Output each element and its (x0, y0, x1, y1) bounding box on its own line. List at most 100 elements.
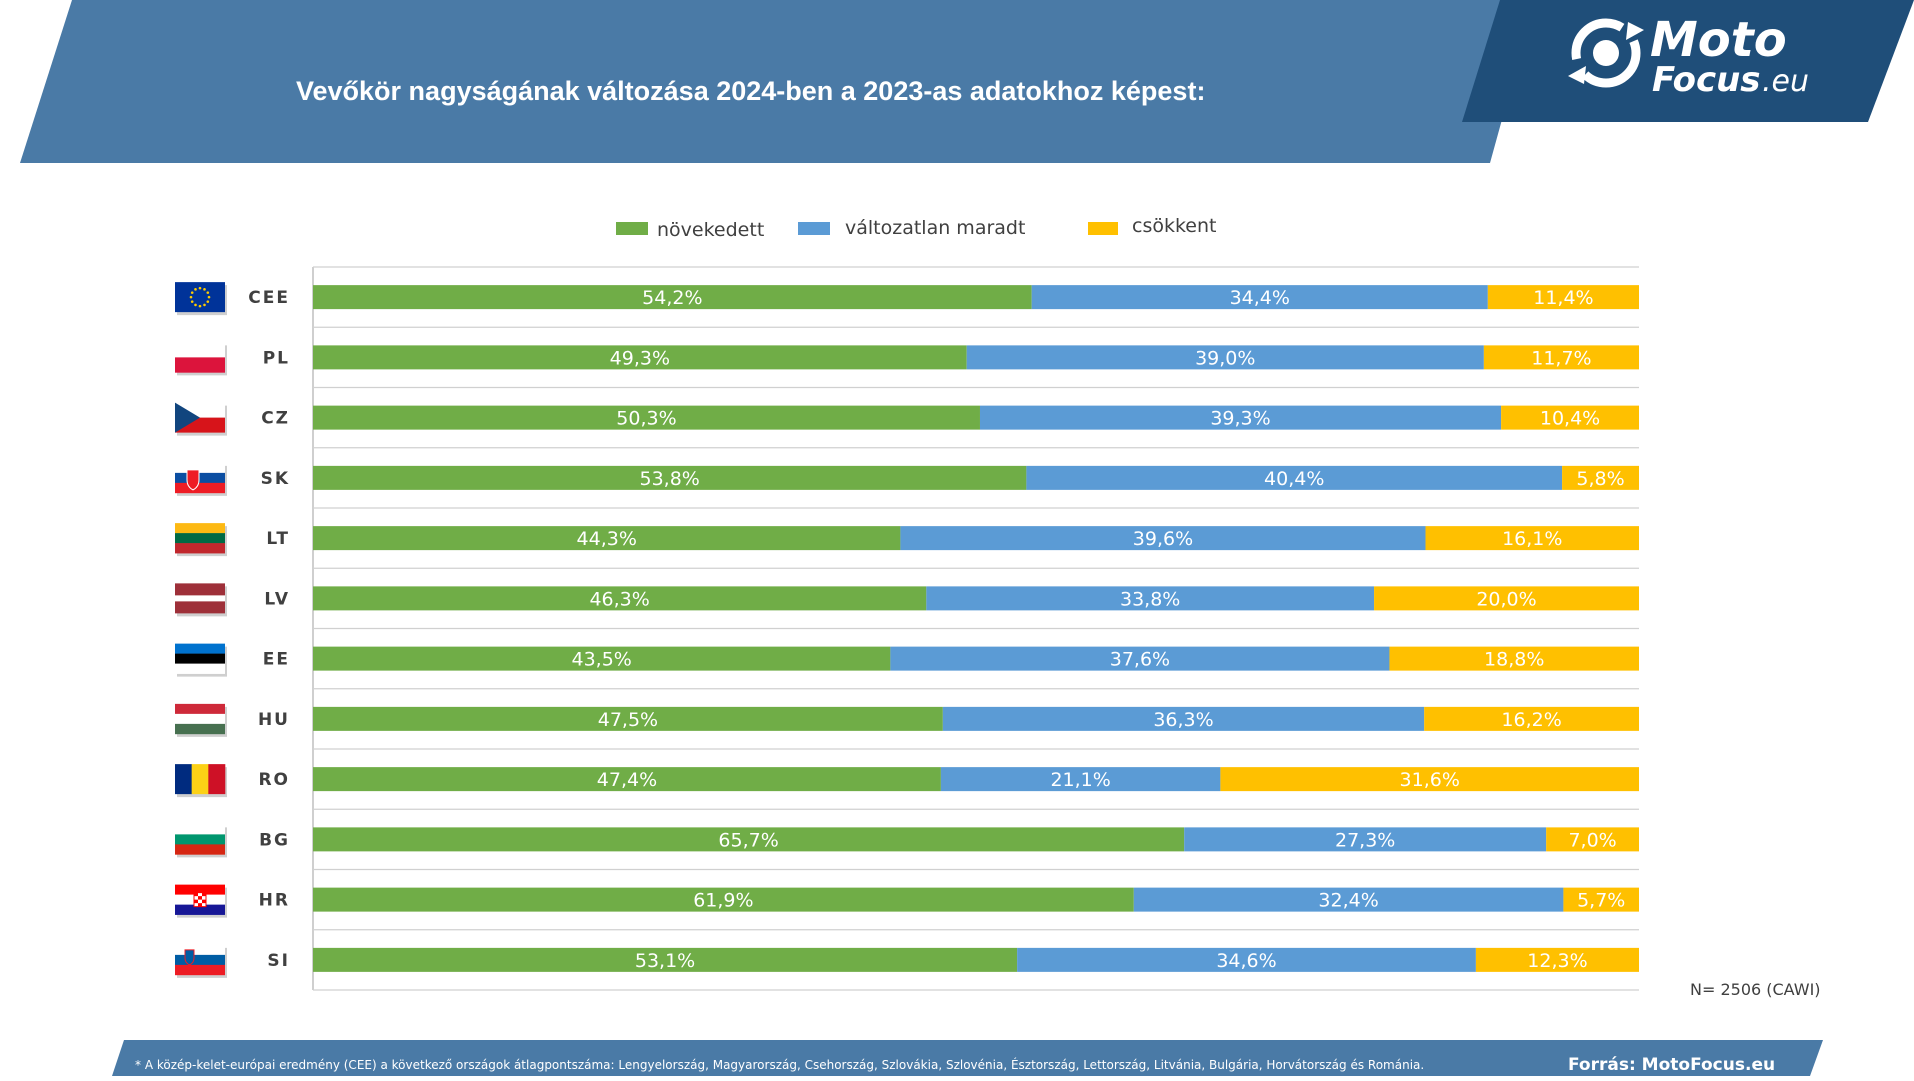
category-label-LV: LV (264, 589, 290, 609)
data-label-LT-1: 39,6% (1133, 528, 1193, 550)
bar-HU-0 (313, 706, 943, 731)
data-label-LV-1: 33,8% (1120, 588, 1180, 610)
flag-icon-CZ (175, 402, 227, 436)
bar-EE-2 (1389, 646, 1639, 671)
category-label-SI: SI (267, 951, 290, 971)
bar-CEE-0 (313, 285, 1032, 310)
category-label-CZ: CZ (261, 409, 290, 429)
data-label-HU-1: 36,3% (1153, 709, 1213, 731)
data-label-EE-1: 37,6% (1110, 649, 1170, 671)
data-label-SI-1: 34,6% (1216, 950, 1276, 972)
bar-HR-2 (1563, 887, 1639, 912)
logo-gear-icon (1568, 18, 1644, 88)
flag-icon-LV (175, 583, 227, 617)
bar-HR-1 (1133, 887, 1564, 912)
bar-CZ-1 (979, 405, 1502, 430)
flag-icon-HR (175, 884, 227, 918)
data-label-HU-0: 47,5% (598, 709, 658, 731)
flag-icon-RO (175, 764, 227, 798)
data-label-EE-2: 18,8% (1484, 649, 1544, 671)
data-label-BG-2: 7,0% (1568, 829, 1616, 851)
data-label-PL-1: 39,0% (1195, 347, 1255, 369)
data-label-CZ-2: 10,4% (1540, 408, 1600, 430)
data-label-EE-0: 43,5% (572, 649, 632, 671)
data-label-LT-2: 16,1% (1502, 528, 1562, 550)
legend-label-növekedett: növekedett (657, 219, 764, 241)
bar-SI-2 (1475, 947, 1639, 972)
category-label-EE: EE (263, 650, 290, 670)
data-label-CEE-0: 54,2% (642, 287, 702, 309)
data-label-CZ-0: 50,3% (616, 408, 676, 430)
sample-note: N= 2506 (CAWI) (1690, 980, 1821, 999)
bar-RO-1 (940, 767, 1221, 792)
category-label-CEE: CEE (248, 288, 290, 308)
bar-PL-1 (966, 345, 1484, 370)
flag-icon-EE (175, 643, 227, 677)
bar-BG-0 (313, 827, 1185, 852)
bar-LV-1 (926, 586, 1375, 611)
bar-LV-2 (1374, 586, 1639, 611)
bar-HU-1 (942, 706, 1425, 731)
bar-LT-2 (1425, 526, 1639, 551)
bar-HU-2 (1424, 706, 1639, 731)
data-label-SI-2: 12,3% (1527, 950, 1587, 972)
flag-icon-SI (175, 944, 227, 978)
bar-EE-0 (313, 646, 891, 671)
plot-area: 54,2% 34,4% 11,4% CEE 49,3% 39,0% 11,7% PL 50,3%… (248, 266, 1639, 991)
category-label-SK: SK (261, 469, 290, 489)
bar-SI-1 (1017, 947, 1476, 972)
data-label-HU-2: 16,2% (1501, 709, 1561, 731)
data-label-CEE-1: 34,4% (1230, 287, 1290, 309)
flags (175, 282, 227, 978)
legend-swatch-csökkent (1088, 222, 1118, 235)
legend-label-változatlan: változatlan maradt (845, 217, 1025, 239)
logo-focus: Focus (1652, 60, 1761, 100)
logo-suffix: .eu (1762, 64, 1809, 99)
bar-SI-0 (313, 947, 1018, 972)
bar-PL-2 (1483, 345, 1639, 370)
motofocus-logo: Moto Focus .eu (1462, 0, 1914, 122)
legend: növekedett változatlan maradt csökkent (616, 215, 1216, 241)
data-label-CEE-2: 11,4% (1533, 287, 1593, 309)
bar-SK-0 (313, 465, 1027, 490)
bar-CZ-0 (313, 405, 980, 430)
data-label-BG-0: 65,7% (718, 829, 778, 851)
legend-label-csökkent: csökkent (1132, 215, 1216, 237)
bar-PL-0 (313, 345, 967, 370)
data-label-HR-2: 5,7% (1577, 890, 1625, 912)
bar-BG-1 (1184, 827, 1547, 852)
footer-banner (112, 1040, 1823, 1076)
category-label-LT: LT (266, 529, 290, 549)
data-label-LT-0: 44,3% (577, 528, 637, 550)
footer-source: Forrás: MotoFocus.eu (1568, 1055, 1775, 1075)
data-label-SI-0: 53,1% (635, 950, 695, 972)
bar-SK-1 (1026, 465, 1563, 490)
bar-SK-2 (1562, 465, 1639, 490)
data-label-RO-2: 31,6% (1400, 769, 1460, 791)
bar-RO-2 (1220, 767, 1639, 792)
bar-LT-1 (900, 526, 1426, 551)
data-label-RO-0: 47,4% (597, 769, 657, 791)
bar-BG-2 (1546, 827, 1639, 852)
bar-CZ-2 (1501, 405, 1639, 430)
data-label-LV-2: 20,0% (1476, 588, 1536, 610)
data-label-RO-1: 21,1% (1050, 769, 1110, 791)
flag-icon-PL (175, 342, 227, 376)
legend-swatch-változatlan (798, 222, 830, 235)
bar-RO-0 (313, 767, 941, 792)
legend-swatch-növekedett (616, 222, 648, 235)
footer-note: * A közép-kelet-európai eredmény (CEE) a… (135, 1057, 1424, 1072)
data-label-SK-2: 5,8% (1576, 468, 1624, 490)
data-label-SK-0: 53,8% (640, 468, 700, 490)
data-label-HR-0: 61,9% (693, 890, 753, 912)
category-label-HR: HR (259, 891, 290, 911)
bar-EE-1 (890, 646, 1390, 671)
data-label-SK-1: 40,4% (1264, 468, 1324, 490)
data-label-HR-1: 32,4% (1318, 890, 1378, 912)
category-label-RO: RO (258, 770, 290, 790)
data-label-LV-0: 46,3% (589, 588, 649, 610)
category-label-PL: PL (263, 348, 290, 368)
bar-CEE-2 (1487, 285, 1639, 310)
